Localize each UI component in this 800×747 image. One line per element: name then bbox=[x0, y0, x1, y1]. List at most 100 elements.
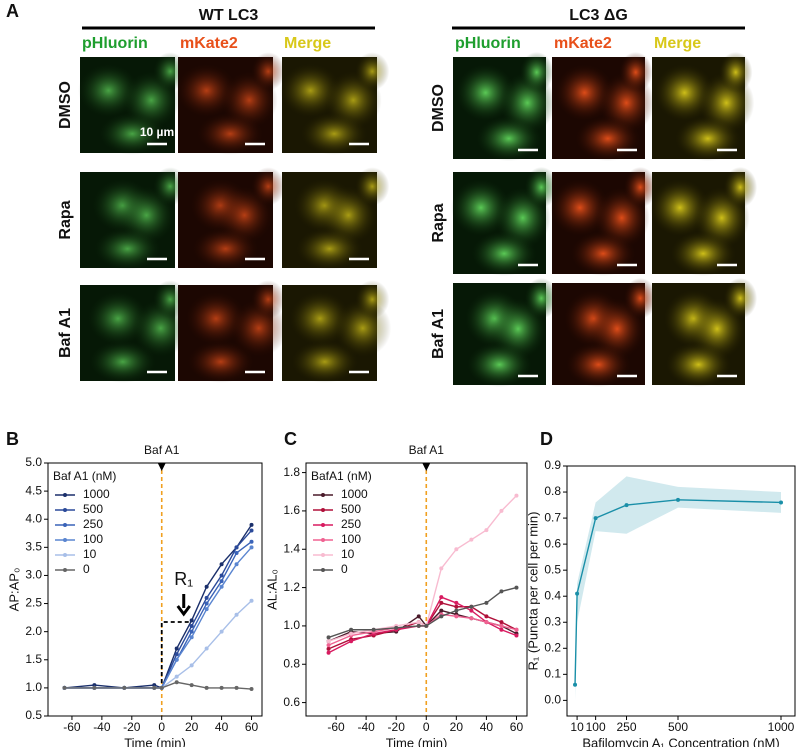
legend-dot bbox=[63, 508, 67, 512]
legend-dot bbox=[321, 568, 325, 572]
y-tick-label: 4.5 bbox=[25, 483, 42, 497]
point bbox=[189, 683, 194, 688]
point bbox=[62, 685, 67, 690]
point bbox=[152, 685, 157, 690]
event-marker bbox=[157, 463, 166, 471]
x-tick-label: -60 bbox=[63, 720, 81, 734]
point bbox=[593, 516, 598, 521]
y-tick-label: 1.0 bbox=[25, 680, 42, 694]
y-tick-label: 0.0 bbox=[544, 693, 561, 707]
point bbox=[174, 646, 179, 651]
legend-dot bbox=[63, 493, 67, 497]
legend-label: 250 bbox=[341, 517, 361, 531]
point bbox=[778, 500, 783, 505]
y-tick-label: 1.8 bbox=[283, 465, 300, 479]
point bbox=[189, 618, 194, 623]
point bbox=[454, 604, 459, 609]
point bbox=[234, 612, 239, 617]
point bbox=[514, 585, 519, 590]
channel-label: mKate2 bbox=[554, 35, 612, 52]
cell bbox=[192, 227, 259, 270]
point bbox=[204, 595, 209, 600]
cell bbox=[718, 51, 753, 93]
point bbox=[416, 623, 421, 628]
point bbox=[454, 608, 459, 613]
y-tick-label: 0.3 bbox=[544, 614, 561, 628]
point bbox=[484, 620, 489, 625]
cell bbox=[251, 52, 286, 91]
cell bbox=[675, 116, 741, 162]
legend-label: 500 bbox=[83, 502, 103, 516]
cell bbox=[94, 227, 161, 270]
x-tick-label: -20 bbox=[388, 720, 406, 734]
y-tick-label: 0.8 bbox=[283, 656, 300, 670]
point bbox=[326, 646, 331, 651]
cell bbox=[723, 277, 758, 319]
y-tick-label: 1.0 bbox=[283, 618, 300, 632]
x-tick-label: 250 bbox=[617, 720, 637, 734]
point bbox=[469, 604, 474, 609]
point bbox=[469, 608, 474, 613]
x-tick-label: 0 bbox=[158, 720, 165, 734]
cell bbox=[471, 231, 537, 277]
cell bbox=[296, 227, 363, 270]
x-tick-label: 10 bbox=[570, 720, 584, 734]
cell bbox=[575, 116, 641, 162]
point bbox=[326, 643, 331, 648]
point bbox=[219, 685, 224, 690]
series-line bbox=[328, 596, 517, 654]
plot-frame bbox=[566, 465, 796, 717]
cell bbox=[670, 231, 736, 277]
point bbox=[189, 629, 194, 634]
x-tick-label: 100 bbox=[586, 720, 606, 734]
point bbox=[219, 562, 224, 567]
x-tick-label: 40 bbox=[480, 720, 494, 734]
cell bbox=[251, 280, 286, 319]
legend-dot bbox=[63, 553, 67, 557]
y-tick-label: 0.9 bbox=[544, 458, 561, 472]
cell bbox=[355, 280, 390, 319]
cell bbox=[187, 340, 254, 383]
y-tick-label: 4.0 bbox=[25, 511, 42, 525]
point bbox=[189, 635, 194, 640]
panel-label: A bbox=[6, 1, 19, 21]
y-tick-label: 0.6 bbox=[283, 695, 300, 709]
y-tick-label: 1.6 bbox=[283, 503, 300, 517]
point bbox=[219, 629, 224, 634]
x-axis-label: Time (min) bbox=[124, 735, 186, 747]
point bbox=[439, 600, 444, 605]
legend-label: 250 bbox=[83, 517, 103, 531]
legend-dot bbox=[321, 538, 325, 542]
point bbox=[439, 608, 444, 613]
point bbox=[326, 639, 331, 644]
legend-label: 0 bbox=[341, 562, 348, 576]
panel-label: D bbox=[540, 429, 553, 449]
annotation-arrow bbox=[176, 594, 191, 617]
plot-frame bbox=[47, 462, 263, 717]
legend-label: 100 bbox=[83, 532, 103, 546]
cell bbox=[723, 166, 758, 208]
x-tick-label: 60 bbox=[510, 720, 524, 734]
y-tick-label: 0.1 bbox=[544, 667, 561, 681]
x-tick-label: 500 bbox=[668, 720, 688, 734]
y-tick-label: 0.5 bbox=[25, 708, 42, 722]
x-tick-label: 40 bbox=[215, 720, 229, 734]
y-tick-label: 1.2 bbox=[283, 580, 300, 594]
point bbox=[371, 627, 376, 632]
legend-label: 10 bbox=[83, 547, 97, 561]
legend-dot bbox=[63, 523, 67, 527]
x-axis-label: Bafilomycin A₁ Concentration (nM) bbox=[582, 735, 779, 747]
y-tick-label: 0.2 bbox=[544, 640, 561, 654]
point bbox=[499, 623, 504, 628]
x-tick-label: 20 bbox=[450, 720, 464, 734]
point bbox=[174, 657, 179, 662]
point bbox=[189, 663, 194, 668]
legend-box bbox=[51, 465, 133, 577]
channel-label: pHluorin bbox=[455, 35, 521, 52]
point bbox=[484, 600, 489, 605]
cell bbox=[524, 277, 559, 319]
row-label: Rapa bbox=[57, 200, 74, 239]
point bbox=[159, 685, 164, 690]
y-tick-label: 2.5 bbox=[25, 596, 42, 610]
